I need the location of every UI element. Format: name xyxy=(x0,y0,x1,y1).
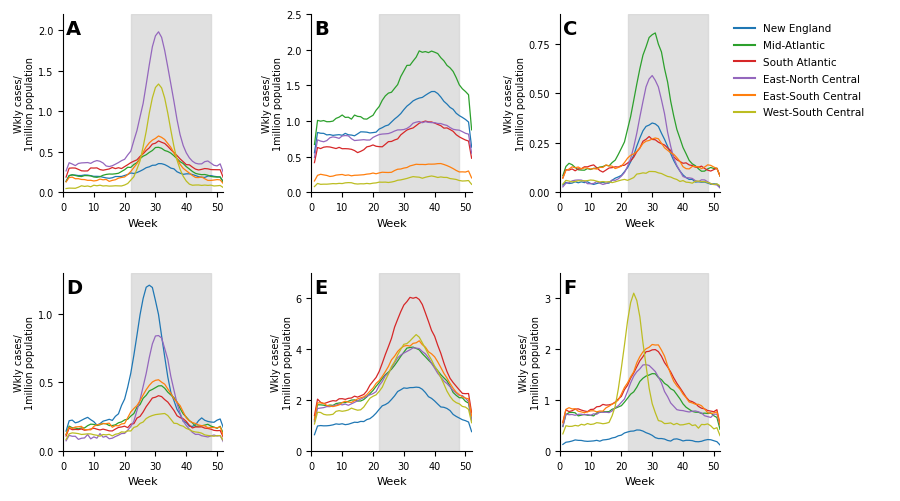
Text: C: C xyxy=(563,21,577,40)
Text: E: E xyxy=(315,279,328,297)
X-axis label: Week: Week xyxy=(128,476,158,486)
Y-axis label: Wkly cases/
1million population: Wkly cases/ 1million population xyxy=(262,57,284,151)
Text: D: D xyxy=(67,279,82,297)
Bar xyxy=(130,15,211,193)
Bar xyxy=(627,273,707,451)
Bar xyxy=(379,15,459,193)
X-axis label: Week: Week xyxy=(625,218,655,228)
X-axis label: Week: Week xyxy=(625,476,655,486)
X-axis label: Week: Week xyxy=(376,476,407,486)
Y-axis label: Wkly cases/
1million population: Wkly cases/ 1million population xyxy=(519,315,541,409)
Text: A: A xyxy=(67,21,81,40)
Legend: New England, Mid-Atlantic, South Atlantic, East-North Central, East-South Centra: New England, Mid-Atlantic, South Atlanti… xyxy=(730,20,868,122)
X-axis label: Week: Week xyxy=(128,218,158,228)
Text: B: B xyxy=(315,21,329,40)
Bar xyxy=(627,15,707,193)
Y-axis label: Wkly cases/
1million population: Wkly cases/ 1million population xyxy=(271,315,292,409)
Bar xyxy=(130,273,211,451)
Bar xyxy=(379,273,459,451)
Text: F: F xyxy=(563,279,576,297)
X-axis label: Week: Week xyxy=(376,218,407,228)
Y-axis label: Wkly cases/
1million population: Wkly cases/ 1million population xyxy=(14,315,35,409)
Y-axis label: Wkly cases/
1million population: Wkly cases/ 1million population xyxy=(504,57,526,151)
Y-axis label: Wkly cases/
1million population: Wkly cases/ 1million population xyxy=(14,57,35,151)
